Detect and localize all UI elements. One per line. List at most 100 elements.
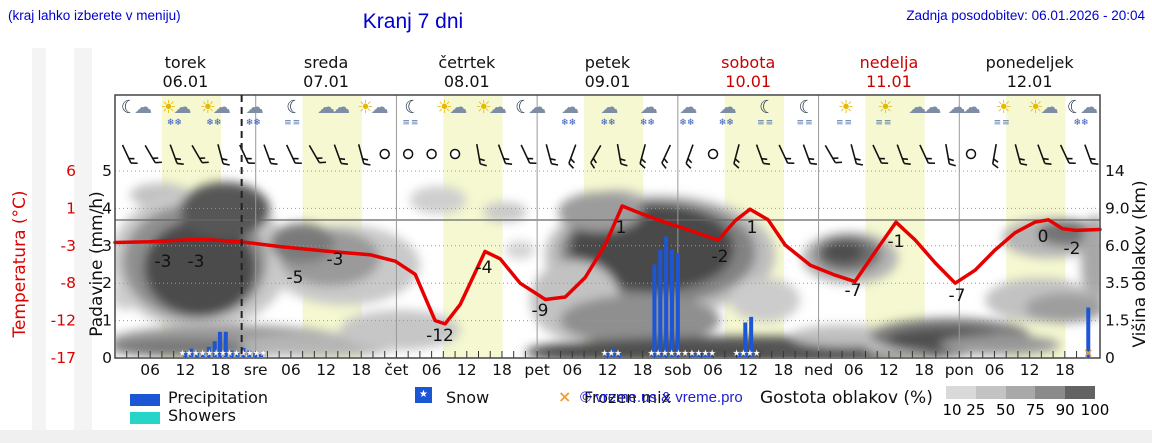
icon-modifier: ❄❄ [206, 118, 222, 128]
day-header-sreda: sreda 07.01 [251, 53, 401, 91]
snow-star-icon: ★ [746, 349, 754, 359]
wind-barb-icon [285, 144, 302, 165]
sun-fog-icon: ☀ ≡≡ [825, 97, 865, 139]
cloud-icon: ☁☁ [312, 97, 352, 139]
wind-barb-icon [357, 144, 371, 166]
cloud-density-scale-label: 25 [966, 401, 986, 419]
icon-modifier: ❄❄ [639, 118, 655, 128]
wind-barb-icon [733, 144, 740, 169]
wind-barb-icon [1014, 144, 1028, 166]
time-axis-tick: 12 [879, 361, 899, 379]
icon-glyphs: ☾ [404, 97, 420, 118]
wind-barb-icon [945, 144, 956, 167]
credit-link[interactable]: © vreme.us & vreme.pro [580, 389, 743, 406]
icon-modifier: ❄❄ [600, 118, 616, 128]
cloud-height-axis-tick: 1.5 [1105, 312, 1130, 330]
snow-star-icon: ★ [607, 349, 615, 359]
precip-bar [611, 348, 616, 357]
plot-frame [114, 94, 1101, 359]
wind-barb-icon [872, 144, 889, 165]
cloud-density-scale-label: 50 [996, 401, 1016, 419]
icon-glyphs: ☁ [679, 97, 697, 118]
day-name: petek [584, 53, 631, 72]
icon-glyphs: ☀☁ [199, 97, 231, 118]
icon-modifier: ≡≡ [993, 118, 1011, 128]
temp-axis-tick: 6 [66, 162, 76, 180]
snow-star-icon: ★ [253, 349, 261, 359]
precip-bar [696, 354, 701, 357]
temperature-value-label: -3 [155, 252, 172, 272]
time-axis-tick: pon [945, 361, 974, 379]
calm-wind-icon [379, 148, 390, 160]
cloud-blob [1025, 293, 1099, 323]
wind-barb-icon [1059, 144, 1076, 165]
time-axis-tick: 06 [422, 361, 442, 379]
wind-barb-icon [778, 144, 795, 165]
cloud-height-axis-tick: 9.0 [1105, 199, 1130, 217]
temperature-line [113, 204, 1102, 326]
icon-modifier: ≡≡ [875, 118, 893, 128]
precip-axis-tick: 0 [102, 349, 112, 367]
moon-fog-icon: ☾ ≡≡ [391, 97, 431, 139]
precip-bar [247, 350, 252, 357]
precip-axis-tick: 5 [102, 162, 112, 180]
snow-star-icon: ★ [185, 349, 193, 359]
time-axis-tick: 06 [140, 361, 160, 379]
snow-star-icon: ★ [668, 349, 676, 359]
icon-modifier: ≡≡ [796, 118, 814, 128]
snow-star-icon: ★ [753, 349, 761, 359]
time-axis-tick: 18 [492, 361, 512, 379]
moon-fog-icon: ☾ ≡≡ [273, 97, 313, 139]
precipitation-swatch [130, 394, 160, 406]
temp-axis-tick: -17 [51, 349, 76, 367]
moon-cloud-icon: ☾☁ [509, 97, 549, 139]
cloud-shading [116, 182, 1099, 357]
precip-bar [241, 347, 246, 357]
snow-star-icon: ★ [739, 349, 747, 359]
time-axis-tick: 06 [985, 361, 1005, 379]
temperature-value-label: -2 [1064, 239, 1081, 259]
cloud-icon: ☁☁ [903, 97, 943, 139]
wind-barbs-row [121, 144, 1099, 169]
cloud-blob [558, 192, 642, 232]
icon-modifier: ❄❄ [245, 118, 261, 128]
snow-star-icon: ★ [259, 349, 267, 359]
sun-cloud-icon: ☀☁ [1022, 97, 1062, 139]
day-header-nedelja: nedelja 11.01 [814, 53, 964, 91]
time-axis-tick: 12 [457, 361, 477, 379]
precip-bar [195, 353, 200, 357]
day-name: torek [164, 53, 207, 72]
precip-bar [652, 264, 657, 357]
precip-bar [749, 316, 754, 357]
cloud-density-scale-label: 10 [942, 401, 962, 419]
precip-bar [708, 354, 713, 357]
snow-star-icon: ★ [661, 349, 669, 359]
moon-cloud-icon: ☾☁ [115, 97, 155, 139]
time-axis-tick: 06 [562, 361, 582, 379]
cloud-snow-icon: ☁ ❄❄ [588, 97, 628, 139]
icon-glyphs: ☀☁ [436, 97, 467, 118]
temperature-value-label: -4 [476, 258, 493, 278]
cloud-blob [823, 241, 863, 263]
temperature-value-label: 0 [1038, 227, 1049, 247]
time-axis-tick: 18 [914, 361, 934, 379]
snow-star-icon: ★ [601, 349, 609, 359]
icon-modifier: ❄❄ [561, 118, 577, 128]
icon-glyphs: ☀☁ [160, 97, 191, 118]
sun-cloud-icon: ☀☁ [470, 97, 510, 139]
precip-bar [217, 331, 222, 357]
sun-cloud-snow-icon: ☀☁ ❄❄ [154, 97, 194, 139]
wind-barb-icon [590, 144, 602, 169]
snow-star-icon: ★ [246, 349, 254, 359]
temp-axis-tick: -12 [51, 312, 76, 330]
day-name: nedelja [859, 53, 919, 72]
time-axis-tick: 12 [738, 361, 758, 379]
temperature-value-label: -3 [188, 252, 205, 272]
snow-star-icon: ★ [681, 349, 689, 359]
cloud-density-segment [1035, 386, 1066, 399]
snow-star-icon: ★ [239, 349, 247, 359]
wind-barb-icon [991, 144, 999, 169]
temperature-value-label: -7 [949, 286, 966, 306]
time-axis-tick: 12 [316, 361, 336, 379]
precip-axis-tick: 4 [102, 199, 112, 217]
